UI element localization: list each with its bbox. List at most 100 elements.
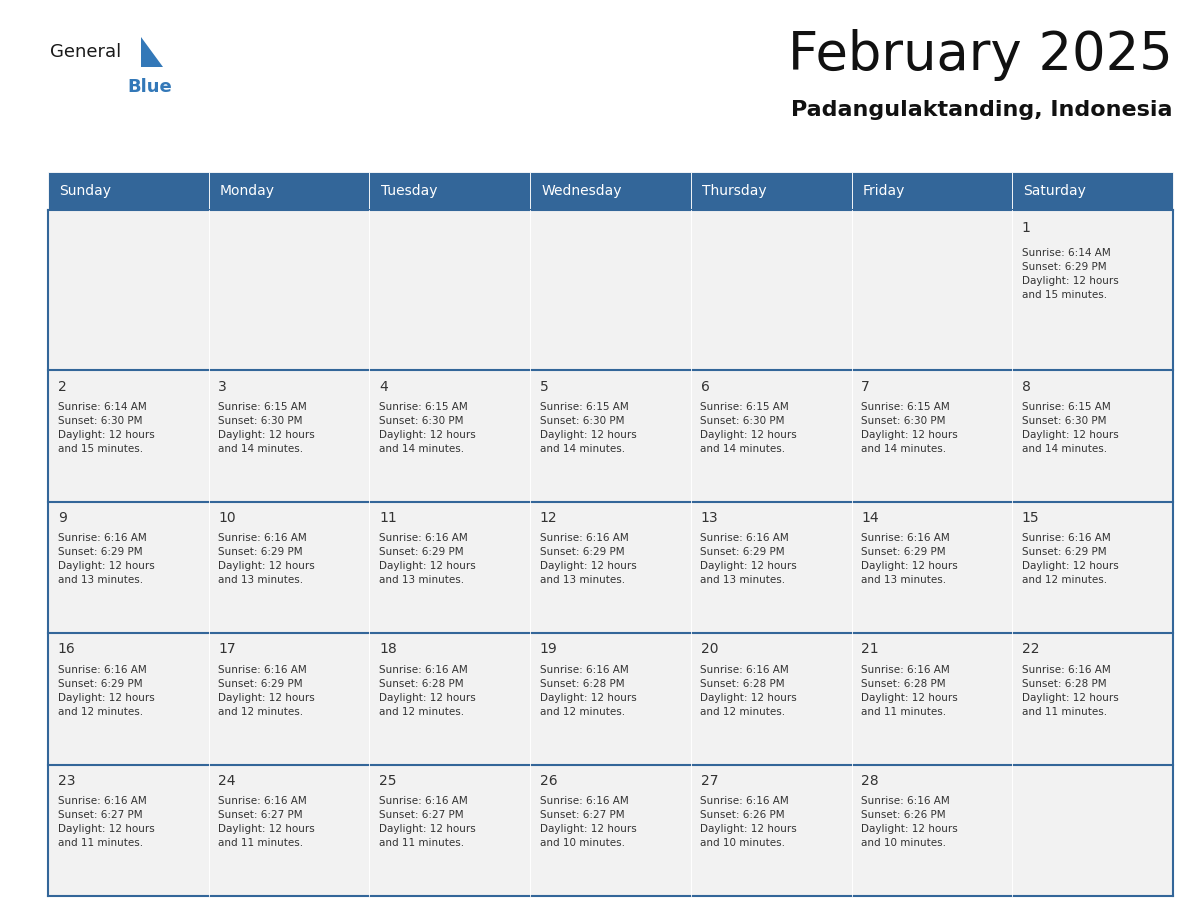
Bar xyxy=(1012,765,1173,896)
Text: Sunrise: 6:16 AM
Sunset: 6:28 PM
Daylight: 12 hours
and 12 minutes.: Sunrise: 6:16 AM Sunset: 6:28 PM Dayligh… xyxy=(539,665,637,717)
Bar xyxy=(1012,210,1173,370)
Text: 24: 24 xyxy=(219,774,236,788)
Bar xyxy=(691,765,852,896)
Text: Sunrise: 6:15 AM
Sunset: 6:30 PM
Daylight: 12 hours
and 14 minutes.: Sunrise: 6:15 AM Sunset: 6:30 PM Dayligh… xyxy=(379,402,476,453)
Text: 2: 2 xyxy=(58,379,67,394)
Bar xyxy=(691,172,852,210)
Bar xyxy=(1012,172,1173,210)
Text: Blue: Blue xyxy=(127,78,172,96)
Bar xyxy=(852,172,1012,210)
Text: 3: 3 xyxy=(219,379,227,394)
Text: Sunrise: 6:15 AM
Sunset: 6:30 PM
Daylight: 12 hours
and 14 minutes.: Sunrise: 6:15 AM Sunset: 6:30 PM Dayligh… xyxy=(701,402,797,453)
Text: 20: 20 xyxy=(701,643,718,656)
Text: Sunrise: 6:16 AM
Sunset: 6:28 PM
Daylight: 12 hours
and 11 minutes.: Sunrise: 6:16 AM Sunset: 6:28 PM Dayligh… xyxy=(861,665,958,717)
Text: Sunday: Sunday xyxy=(59,184,112,198)
Bar xyxy=(369,370,530,502)
Bar xyxy=(48,172,209,210)
Bar xyxy=(530,633,691,765)
Text: Thursday: Thursday xyxy=(702,184,766,198)
Text: Sunrise: 6:16 AM
Sunset: 6:27 PM
Daylight: 12 hours
and 11 minutes.: Sunrise: 6:16 AM Sunset: 6:27 PM Dayligh… xyxy=(58,796,154,848)
Bar xyxy=(691,502,852,633)
Text: Tuesday: Tuesday xyxy=(380,184,437,198)
Bar xyxy=(209,172,369,210)
Bar xyxy=(1012,370,1173,502)
Text: Sunrise: 6:14 AM
Sunset: 6:30 PM
Daylight: 12 hours
and 15 minutes.: Sunrise: 6:14 AM Sunset: 6:30 PM Dayligh… xyxy=(58,402,154,453)
Bar xyxy=(48,633,209,765)
Text: Sunrise: 6:16 AM
Sunset: 6:29 PM
Daylight: 12 hours
and 12 minutes.: Sunrise: 6:16 AM Sunset: 6:29 PM Dayligh… xyxy=(219,665,315,717)
Bar xyxy=(852,370,1012,502)
Bar xyxy=(691,210,852,370)
Text: 19: 19 xyxy=(539,643,557,656)
Bar xyxy=(852,502,1012,633)
Text: Sunrise: 6:16 AM
Sunset: 6:27 PM
Daylight: 12 hours
and 10 minutes.: Sunrise: 6:16 AM Sunset: 6:27 PM Dayligh… xyxy=(539,796,637,848)
Text: 18: 18 xyxy=(379,643,397,656)
Text: 27: 27 xyxy=(701,774,718,788)
Bar xyxy=(1012,633,1173,765)
Bar xyxy=(530,502,691,633)
Text: 8: 8 xyxy=(1022,379,1031,394)
Bar xyxy=(209,502,369,633)
Text: Sunrise: 6:16 AM
Sunset: 6:29 PM
Daylight: 12 hours
and 13 minutes.: Sunrise: 6:16 AM Sunset: 6:29 PM Dayligh… xyxy=(379,533,476,586)
Bar xyxy=(530,172,691,210)
Bar xyxy=(852,765,1012,896)
Text: Sunrise: 6:16 AM
Sunset: 6:29 PM
Daylight: 12 hours
and 12 minutes.: Sunrise: 6:16 AM Sunset: 6:29 PM Dayligh… xyxy=(58,665,154,717)
Text: 17: 17 xyxy=(219,643,236,656)
Text: 10: 10 xyxy=(219,511,236,525)
Bar xyxy=(48,210,209,370)
Text: Sunrise: 6:16 AM
Sunset: 6:27 PM
Daylight: 12 hours
and 11 minutes.: Sunrise: 6:16 AM Sunset: 6:27 PM Dayligh… xyxy=(219,796,315,848)
Text: 4: 4 xyxy=(379,379,387,394)
Bar xyxy=(852,633,1012,765)
Text: Sunrise: 6:16 AM
Sunset: 6:28 PM
Daylight: 12 hours
and 12 minutes.: Sunrise: 6:16 AM Sunset: 6:28 PM Dayligh… xyxy=(379,665,476,717)
Bar xyxy=(369,765,530,896)
Text: Sunrise: 6:15 AM
Sunset: 6:30 PM
Daylight: 12 hours
and 14 minutes.: Sunrise: 6:15 AM Sunset: 6:30 PM Dayligh… xyxy=(219,402,315,453)
Text: 6: 6 xyxy=(701,379,709,394)
Text: 22: 22 xyxy=(1022,643,1040,656)
Text: 1: 1 xyxy=(1022,221,1031,235)
Text: Sunrise: 6:16 AM
Sunset: 6:28 PM
Daylight: 12 hours
and 11 minutes.: Sunrise: 6:16 AM Sunset: 6:28 PM Dayligh… xyxy=(1022,665,1119,717)
Text: Sunrise: 6:16 AM
Sunset: 6:29 PM
Daylight: 12 hours
and 13 minutes.: Sunrise: 6:16 AM Sunset: 6:29 PM Dayligh… xyxy=(861,533,958,586)
Text: 28: 28 xyxy=(861,774,879,788)
Text: 15: 15 xyxy=(1022,511,1040,525)
Bar xyxy=(369,633,530,765)
Bar xyxy=(691,633,852,765)
Bar xyxy=(852,210,1012,370)
Text: Sunrise: 6:16 AM
Sunset: 6:26 PM
Daylight: 12 hours
and 10 minutes.: Sunrise: 6:16 AM Sunset: 6:26 PM Dayligh… xyxy=(861,796,958,848)
Bar xyxy=(530,210,691,370)
Text: Wednesday: Wednesday xyxy=(542,184,621,198)
Text: 12: 12 xyxy=(539,511,557,525)
Text: Sunrise: 6:16 AM
Sunset: 6:27 PM
Daylight: 12 hours
and 11 minutes.: Sunrise: 6:16 AM Sunset: 6:27 PM Dayligh… xyxy=(379,796,476,848)
Bar xyxy=(1012,502,1173,633)
Text: Friday: Friday xyxy=(862,184,905,198)
Text: Sunrise: 6:16 AM
Sunset: 6:29 PM
Daylight: 12 hours
and 13 minutes.: Sunrise: 6:16 AM Sunset: 6:29 PM Dayligh… xyxy=(539,533,637,586)
Text: 14: 14 xyxy=(861,511,879,525)
Text: Sunrise: 6:16 AM
Sunset: 6:28 PM
Daylight: 12 hours
and 12 minutes.: Sunrise: 6:16 AM Sunset: 6:28 PM Dayligh… xyxy=(701,665,797,717)
Text: Sunrise: 6:16 AM
Sunset: 6:29 PM
Daylight: 12 hours
and 12 minutes.: Sunrise: 6:16 AM Sunset: 6:29 PM Dayligh… xyxy=(1022,533,1119,586)
Polygon shape xyxy=(141,37,164,67)
Text: 16: 16 xyxy=(58,643,75,656)
Bar xyxy=(369,502,530,633)
Bar xyxy=(209,633,369,765)
Bar xyxy=(48,765,209,896)
Text: February 2025: February 2025 xyxy=(789,29,1173,81)
Text: Sunrise: 6:16 AM
Sunset: 6:29 PM
Daylight: 12 hours
and 13 minutes.: Sunrise: 6:16 AM Sunset: 6:29 PM Dayligh… xyxy=(219,533,315,586)
Bar xyxy=(209,210,369,370)
Bar xyxy=(369,210,530,370)
Text: 7: 7 xyxy=(861,379,870,394)
Text: 25: 25 xyxy=(379,774,397,788)
Text: 23: 23 xyxy=(58,774,75,788)
Bar xyxy=(530,370,691,502)
Text: 5: 5 xyxy=(539,379,549,394)
Bar xyxy=(369,172,530,210)
Text: Sunrise: 6:15 AM
Sunset: 6:30 PM
Daylight: 12 hours
and 14 minutes.: Sunrise: 6:15 AM Sunset: 6:30 PM Dayligh… xyxy=(861,402,958,453)
Text: Sunrise: 6:15 AM
Sunset: 6:30 PM
Daylight: 12 hours
and 14 minutes.: Sunrise: 6:15 AM Sunset: 6:30 PM Dayligh… xyxy=(539,402,637,453)
Text: 26: 26 xyxy=(539,774,557,788)
Text: Sunrise: 6:15 AM
Sunset: 6:30 PM
Daylight: 12 hours
and 14 minutes.: Sunrise: 6:15 AM Sunset: 6:30 PM Dayligh… xyxy=(1022,402,1119,453)
Bar xyxy=(691,370,852,502)
Text: General: General xyxy=(50,43,121,61)
Text: Sunrise: 6:16 AM
Sunset: 6:26 PM
Daylight: 12 hours
and 10 minutes.: Sunrise: 6:16 AM Sunset: 6:26 PM Dayligh… xyxy=(701,796,797,848)
Text: Sunrise: 6:16 AM
Sunset: 6:29 PM
Daylight: 12 hours
and 13 minutes.: Sunrise: 6:16 AM Sunset: 6:29 PM Dayligh… xyxy=(58,533,154,586)
Text: Sunrise: 6:16 AM
Sunset: 6:29 PM
Daylight: 12 hours
and 13 minutes.: Sunrise: 6:16 AM Sunset: 6:29 PM Dayligh… xyxy=(701,533,797,586)
Bar xyxy=(209,765,369,896)
Text: 21: 21 xyxy=(861,643,879,656)
Text: Padangulaktanding, Indonesia: Padangulaktanding, Indonesia xyxy=(791,100,1173,120)
